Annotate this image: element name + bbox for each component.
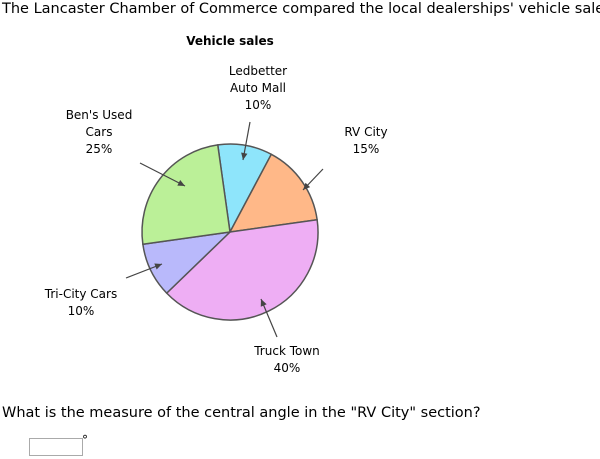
callout-arrowhead-truck-town — [260, 299, 267, 307]
slice-value-truck-town: 40% — [274, 361, 301, 375]
callout-arrowhead-bens-used — [177, 179, 185, 186]
slice-label-rv-city: RV City — [344, 125, 387, 139]
chart-title: Vehicle sales — [186, 34, 274, 48]
callout-arrowhead-ledbetter — [241, 152, 248, 160]
slice-label-ledbetter: Ledbetter — [229, 64, 287, 78]
slice-value-bens-used: 25% — [86, 142, 113, 156]
problem-intro: The Lancaster Chamber of Commerce compar… — [2, 1, 600, 17]
problem-question: What is the measure of the central angle… — [2, 405, 481, 421]
slice-label-tri-city: Tri-City Cars — [44, 287, 117, 301]
pie-slice-rv-city — [229, 153, 318, 233]
slice-label-bens-used: Ben's Used — [66, 108, 133, 122]
answer-row: ° — [29, 433, 88, 458]
slice-value-tri-city: 10% — [68, 304, 95, 318]
callout-line-bens-used — [139, 162, 186, 187]
slice-label-bens-used: Cars — [86, 125, 113, 139]
slice-value-rv-city: 15% — [353, 142, 380, 156]
vehicle-sales-pie-chart: Vehicle sales Ledbetter Auto Mall 10% RV Ci… — [44, 34, 388, 375]
slice-value-ledbetter: 10% — [245, 98, 272, 112]
callout-arrowhead-rv-city — [303, 182, 311, 190]
degree-symbol: ° — [82, 433, 88, 447]
slice-label-truck-town: Truck Town — [253, 344, 320, 358]
slice-label-ledbetter: Auto Mall — [230, 81, 286, 95]
callout-arrowhead-tri-city — [154, 263, 162, 270]
pie-slice-truck-town — [165, 219, 319, 321]
pie-slice-bens-used — [141, 144, 231, 245]
central-angle-answer-input[interactable] — [29, 438, 83, 456]
